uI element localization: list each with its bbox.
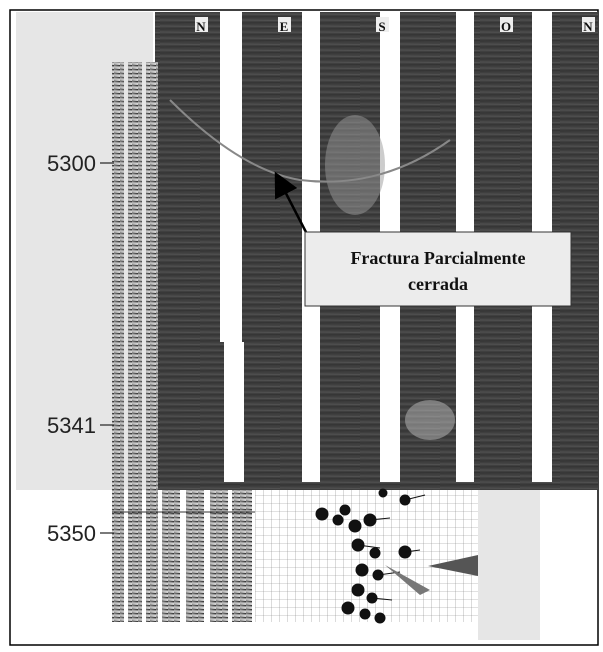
annotation-text: cerrada [408, 274, 468, 294]
depth-label: 5350 [47, 521, 96, 546]
page: {"compass_labels": ["N", "E", "S", "O", … [0, 0, 603, 652]
annotation-box [305, 232, 571, 306]
compass-label: S [378, 19, 385, 34]
dip-grid [255, 490, 478, 622]
texture [405, 400, 455, 440]
bg-panel [478, 490, 540, 640]
compass-label: N [583, 19, 593, 34]
depth-label: 5300 [47, 151, 96, 176]
figure: N E S O N 5300 5341 5350 Fractura Parcia… [0, 0, 603, 652]
compass-label: E [280, 19, 289, 34]
annotation-text: Fractura Parcialmente [350, 248, 525, 268]
compass-label: N [196, 19, 206, 34]
depth-label: 5341 [47, 413, 96, 438]
texture [325, 115, 385, 215]
compass-label: O [501, 19, 511, 34]
